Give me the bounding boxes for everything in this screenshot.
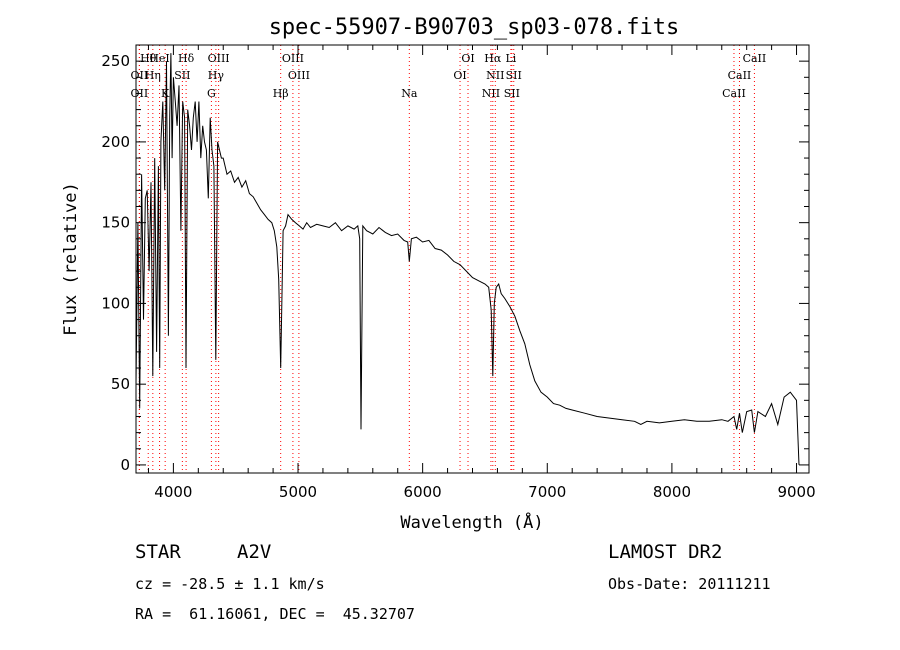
- line-label: OIII: [208, 52, 230, 65]
- x-tick-label: 8000: [653, 483, 691, 501]
- x-tick-label: 5000: [279, 483, 317, 501]
- y-axis-ticks: 0 50 100 150 200 250: [101, 52, 809, 474]
- observation-date: Obs-Date: 20111211: [608, 575, 771, 593]
- y-tick-label: 200: [101, 133, 130, 151]
- y-tick-label: 50: [111, 375, 130, 393]
- x-axis-ticks: 4000 5000 6000 7000 8000 9000: [147, 45, 816, 501]
- line-label: Hδ: [178, 52, 195, 65]
- y-tick-label: 0: [120, 456, 130, 474]
- x-tick-label: 4000: [154, 483, 192, 501]
- line-label: NII: [486, 69, 504, 82]
- line-label: OIII: [282, 52, 304, 65]
- line-label: Hα: [484, 52, 502, 65]
- x-axis-label: Wavelength (Å): [400, 511, 543, 533]
- redshift-cz: cz = -28.5 ± 1.1 km/s: [135, 575, 325, 593]
- y-tick-label: 250: [101, 52, 130, 70]
- plot-frame: [135, 44, 810, 474]
- spectral-line-labels: HθOIIOIIHeIHηKHδSIIGOIIIHγHβOIIIOIIINaOI…: [131, 52, 767, 100]
- line-label: CaII: [728, 69, 752, 82]
- line-label: NII: [482, 87, 500, 100]
- object-subclass: A2V: [237, 541, 272, 563]
- line-label: HeI: [149, 52, 169, 65]
- line-label: SII: [504, 87, 520, 100]
- line-label: OI: [453, 69, 466, 82]
- line-label: CaII: [722, 87, 746, 100]
- object-class: STAR: [135, 541, 181, 563]
- line-label: OI: [461, 52, 474, 65]
- line-label: SII: [174, 69, 190, 82]
- line-label: OIII: [288, 69, 310, 82]
- coordinates: RA = 61.16061, DEC = 45.32707: [135, 605, 415, 623]
- line-label: Li: [505, 52, 516, 65]
- line-label: G: [207, 87, 216, 100]
- spectrum-series-line: [135, 53, 800, 465]
- line-label: OII: [131, 69, 149, 82]
- line-label: Hγ: [208, 69, 225, 82]
- line-label: SII: [506, 69, 522, 82]
- y-axis-label: Flux (relative): [61, 182, 81, 336]
- line-label: Hθ: [140, 52, 157, 65]
- chart-title: spec-55907-B90703_sp03-078.fits: [269, 15, 680, 40]
- line-label: Hβ: [273, 87, 289, 100]
- survey-name: LAMOST DR2: [608, 541, 723, 563]
- x-tick-label: 7000: [528, 483, 566, 501]
- line-label: Na: [401, 87, 418, 100]
- y-tick-label: 100: [101, 294, 130, 312]
- spectral-line-markers: [138, 45, 755, 473]
- x-tick-label: 6000: [404, 483, 442, 501]
- y-tick-label: 150: [101, 214, 130, 232]
- line-label: CaII: [743, 52, 767, 65]
- x-tick-label: 9000: [777, 483, 815, 501]
- line-label: Hη: [145, 69, 161, 82]
